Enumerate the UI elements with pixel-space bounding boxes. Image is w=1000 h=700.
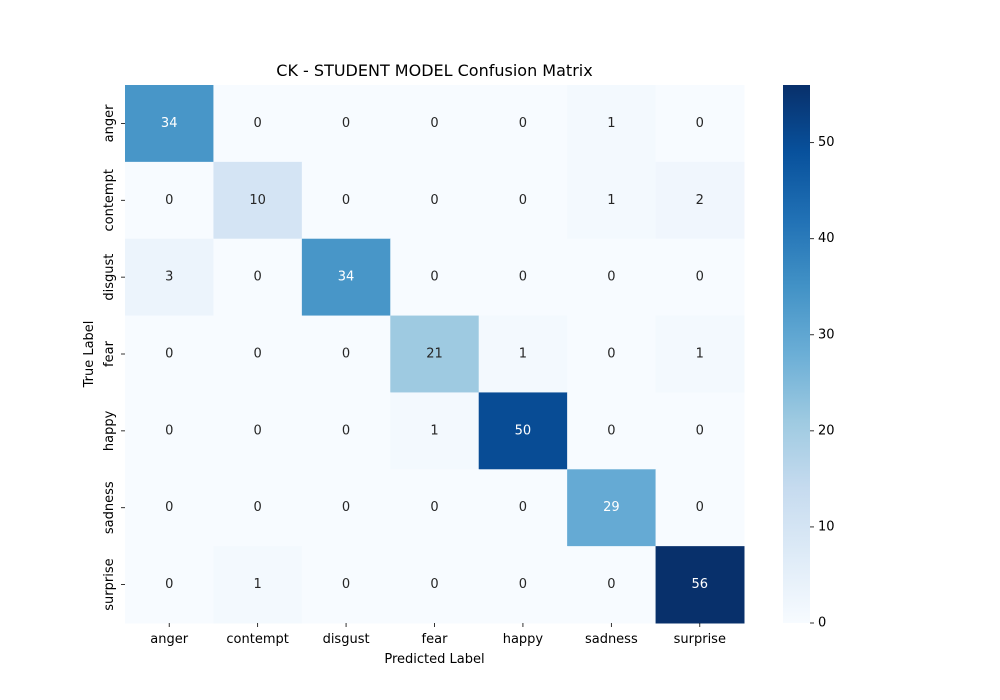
heatmap-cell-value: 0 [519,116,527,131]
heatmap-cell-value: 0 [253,116,261,131]
colorbar-gradient [783,85,810,623]
heatmap-cell-value: 1 [696,347,704,362]
heatmap-cell-value: 0 [342,577,350,592]
y-tick-label: anger [102,104,117,142]
heatmap-cell-value: 0 [165,347,173,362]
colorbar-tick-label: 0 [818,616,826,631]
heatmap-cell-value: 29 [603,500,620,515]
x-axis-label: Predicted Label [384,652,484,667]
x-tick-label: happy [503,632,544,647]
colorbar-tick-label: 30 [818,327,835,342]
heatmap-cell-value: 0 [253,423,261,438]
colorbar-tick-label: 20 [818,423,835,438]
y-axis-label: True Label [82,321,97,389]
heatmap-cell-value: 50 [515,423,532,438]
heatmap-cell-value: 0 [253,347,261,362]
x-tick-label: sadness [585,632,638,647]
heatmap-cell-value: 10 [249,193,266,208]
heatmap-cell-value: 0 [342,193,350,208]
heatmap-cell-value: 0 [165,423,173,438]
chart-title: CK - STUDENT MODEL Confusion Matrix [276,61,592,80]
heatmap-cell-value: 1 [607,193,615,208]
heatmap-cell-value: 34 [338,270,355,285]
heatmap-cell-value: 0 [342,347,350,362]
heatmap-cell-value: 0 [430,116,438,131]
y-tick-label: fear [102,340,117,367]
y-tick-label: happy [102,410,117,451]
heatmap-cell-value: 0 [342,116,350,131]
y-tick-label: contempt [102,169,117,231]
heatmap-cell-value: 0 [519,193,527,208]
colorbar-tick-label: 50 [818,135,835,150]
heatmap-cell-value: 0 [696,500,704,515]
colorbar-tick-label: 10 [818,519,835,534]
x-axis: anger contempt disgust fear happy sadness surp… [150,623,726,647]
heatmap-cell-value: 0 [430,193,438,208]
heatmap-cell-value: 0 [519,270,527,285]
x-tick-label: surprise [674,632,726,647]
heatmap-cell-value: 0 [430,270,438,285]
heatmap-cell-value: 1 [519,347,527,362]
y-tick-label: surprise [102,558,117,610]
heatmap-cell-value: 0 [519,577,527,592]
heatmap-cell-value: 0 [607,347,615,362]
heatmap-cell-value: 0 [342,423,350,438]
heatmap-cell-value: 0 [430,500,438,515]
heatmap-cell-value: 0 [607,423,615,438]
heatmap-cell-value: 3 [165,270,173,285]
x-tick-label: contempt [226,632,288,647]
heatmap-cell-value: 0 [165,193,173,208]
heatmap-cell-value: 0 [607,577,615,592]
heatmap-cell-value: 0 [430,577,438,592]
heatmap-cell-value: 21 [426,347,443,362]
heatmap-cell-value: 56 [692,577,709,592]
heatmap-cell-value: 0 [253,270,261,285]
colorbar-tick-label: 40 [818,231,835,246]
colorbar-ticks: 0 10 20 30 40 50 [810,135,835,630]
x-tick-label: disgust [323,632,370,647]
y-tick-label: sadness [102,481,117,534]
heatmap-cell-value: 1 [253,577,261,592]
heatmap-cell-value: 0 [696,116,704,131]
heatmap-cell-value: 0 [519,500,527,515]
heatmap-cell-value: 34 [161,116,178,131]
heatmap-cell-value: 0 [696,423,704,438]
heatmap-cell-value: 0 [165,577,173,592]
colorbar [783,85,810,623]
x-tick-label: anger [150,632,188,647]
heatmap-cell-value: 0 [696,270,704,285]
heatmap-cell-value: 0 [342,500,350,515]
heatmap-cell-value: 0 [253,500,261,515]
y-tick-label: disgust [102,254,117,301]
heatmap-cell-value: 2 [696,193,704,208]
heatmap-cell-value: 0 [607,270,615,285]
x-tick-label: fear [422,632,449,647]
heatmap-cell-value: 1 [430,423,438,438]
heatmap-cell-value: 0 [165,500,173,515]
heatmap-cell-value: 1 [607,116,615,131]
y-axis: anger contempt disgust fear happy sadness surp… [102,104,125,611]
